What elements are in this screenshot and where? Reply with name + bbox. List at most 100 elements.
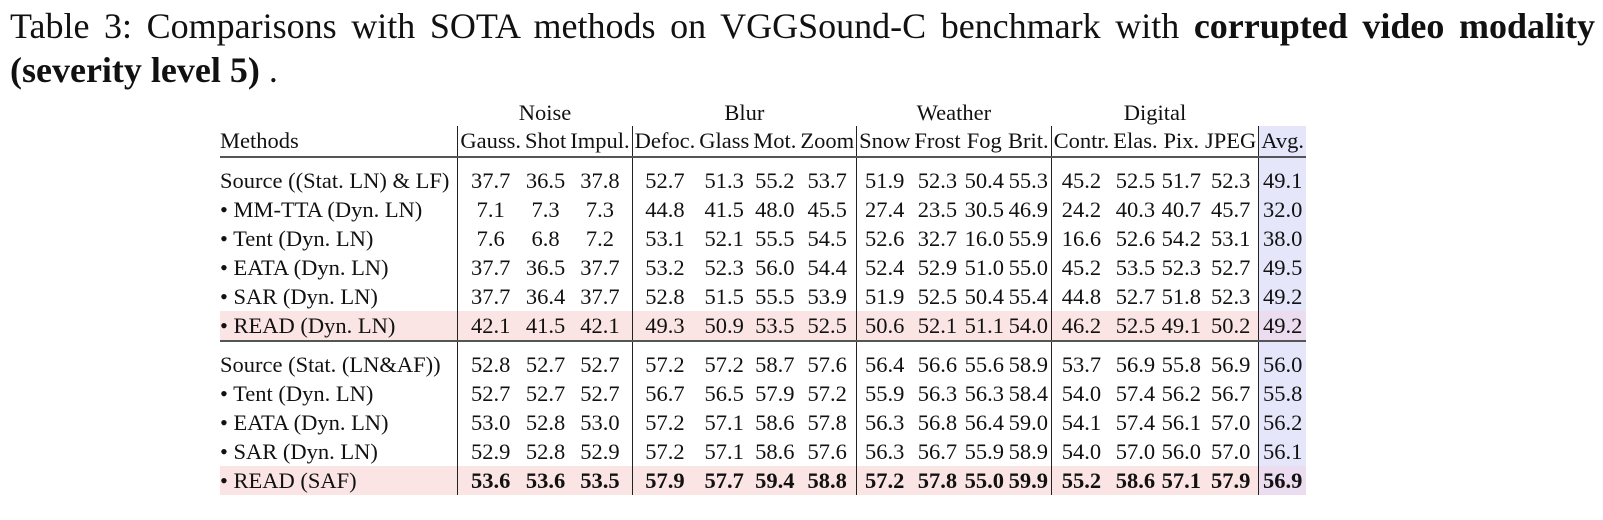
value-cell: 50.6 (856, 311, 913, 340)
value-cell: 52.1 (704, 225, 744, 251)
value-cell: 58.6 (755, 438, 795, 464)
caption-prefix: Table 3: Comparisons with SOTA methods o… (10, 6, 1194, 46)
table-caption: Table 3: Comparisons with SOTA methods o… (10, 4, 1595, 92)
col-glass: Glass (697, 126, 752, 158)
table-row: • EATA (Dyn. LN) 53.0 52.8 53.0 57.2 57.1 58.6… (220, 408, 1307, 437)
value-cell: 40.3 (1115, 196, 1156, 222)
value-cell: 57.2 (856, 466, 913, 495)
value-cell: 53.5 (1115, 254, 1156, 280)
value-cell: 46.9 (1008, 196, 1048, 222)
avg-cell: 49.2 (1258, 311, 1307, 340)
value-cell: 53.5 (751, 311, 799, 340)
value-cell: 52.8 (457, 341, 523, 379)
value-cell: 58.7 (755, 351, 795, 377)
value-cell: 52.8 (525, 409, 566, 435)
value-cell: 23.5 (917, 196, 958, 222)
value-cell: 55.9 (964, 438, 1004, 464)
value-cell: 51.8 (1161, 283, 1202, 309)
value-cell: 53.2 (631, 253, 698, 282)
value-cell: 57.0 (1115, 438, 1156, 464)
value-cell: 52.3 (917, 167, 958, 193)
avg-cell: 56.9 (1258, 466, 1307, 495)
value-cell: 45.2 (1050, 253, 1112, 282)
value-cell: 37.7 (457, 157, 523, 195)
method-cell: • SAR (Dyn. LN) (220, 438, 378, 464)
value-cell: 32.7 (917, 225, 958, 251)
value-cell: 55.5 (755, 225, 795, 251)
value-cell: 55.2 (755, 167, 795, 193)
table-row: Source ((Stat. LN) & LF) 37.7 36.5 37.8 52.7… (220, 157, 1307, 195)
value-cell: 52.7 (525, 351, 566, 377)
value-cell: 51.1 (962, 311, 1006, 340)
value-cell: 57.6 (807, 351, 847, 377)
value-cell: 52.7 (580, 351, 620, 377)
value-cell: 50.4 (964, 283, 1004, 309)
method-cell: • EATA (Dyn. LN) (220, 409, 389, 435)
value-cell: 57.0 (1210, 438, 1251, 464)
value-cell: 46.2 (1050, 311, 1112, 340)
col-brit: Brit. (1006, 126, 1052, 158)
value-cell: 58.4 (1008, 380, 1048, 406)
value-cell: 56.6 (917, 351, 958, 377)
method-cell: Source ((Stat. LN) & LF) (220, 167, 450, 193)
avg-cell: 49.2 (1258, 282, 1307, 311)
value-cell: 45.5 (807, 196, 847, 222)
value-cell: 52.7 (525, 380, 566, 406)
value-cell: 7.1 (457, 195, 523, 224)
value-cell: 6.8 (531, 225, 560, 251)
value-cell: 55.9 (1008, 225, 1048, 251)
group-empty (220, 100, 458, 126)
value-cell: 30.5 (964, 196, 1004, 222)
value-cell: 56.2 (1161, 380, 1202, 406)
value-cell: 51.7 (1161, 167, 1202, 193)
col-frost: Frost (912, 126, 963, 158)
value-cell: 52.6 (1115, 225, 1156, 251)
value-cell: 55.8 (1161, 351, 1202, 377)
value-cell: 52.7 (631, 157, 698, 195)
avg-cell: 56.0 (1258, 341, 1307, 379)
value-cell: 53.1 (631, 224, 698, 253)
avg-cell: 32.0 (1258, 195, 1307, 224)
value-cell: 52.3 (1210, 283, 1251, 309)
value-cell: 57.0 (1210, 409, 1251, 435)
value-cell: 55.5 (755, 283, 795, 309)
table-row: • MM-TTA (Dyn. LN) 7.1 7.3 7.3 44.8 41.5 48.0 4… (220, 195, 1307, 224)
value-cell: 59.4 (751, 466, 799, 495)
value-cell: 52.5 (1115, 167, 1156, 193)
value-cell: 54.4 (807, 254, 847, 280)
value-cell: 50.4 (964, 167, 1004, 193)
value-cell: 52.5 (798, 311, 857, 340)
value-cell: 56.7 (631, 379, 698, 408)
table-row: • SAR (Dyn. LN) 52.9 52.8 52.9 57.2 57.1 58.6 5… (220, 437, 1307, 466)
table-row: • EATA (Dyn. LN) 37.7 36.5 37.7 53.2 52.3 56.0… (220, 253, 1307, 282)
results-table: Noise Blur Weather Digital Methods Gauss… (220, 100, 1307, 495)
col-gauss: Gauss. (457, 126, 523, 158)
col-avg: Avg. (1258, 126, 1307, 158)
value-cell: 53.6 (457, 466, 523, 495)
value-cell: 57.9 (755, 380, 795, 406)
col-snow: Snow (856, 126, 913, 158)
value-cell: 52.3 (704, 254, 744, 280)
value-cell: 41.5 (522, 311, 569, 340)
group-weather: Weather (916, 100, 992, 125)
value-cell: 52.7 (1210, 254, 1251, 280)
value-cell: 56.9 (1210, 351, 1251, 377)
value-cell: 52.5 (917, 283, 958, 309)
value-cell: 52.3 (1161, 254, 1202, 280)
method-cell: • Tent (Dyn. LN) (220, 225, 374, 251)
value-cell: 56.0 (1161, 438, 1202, 464)
value-cell: 57.2 (631, 341, 698, 379)
value-cell: 40.7 (1161, 196, 1202, 222)
value-cell: 27.4 (856, 195, 913, 224)
value-cell: 58.9 (1008, 438, 1048, 464)
value-cell: 37.7 (457, 253, 523, 282)
value-cell: 56.3 (917, 380, 958, 406)
value-cell: 52.6 (856, 224, 913, 253)
value-cell: 52.3 (1210, 167, 1251, 193)
value-cell: 52.7 (580, 380, 620, 406)
avg-cell: 49.1 (1258, 157, 1307, 195)
value-cell: 57.9 (1203, 466, 1259, 495)
avg-cell: 55.8 (1258, 379, 1307, 408)
value-cell: 56.8 (917, 409, 958, 435)
value-cell: 56.4 (856, 341, 913, 379)
